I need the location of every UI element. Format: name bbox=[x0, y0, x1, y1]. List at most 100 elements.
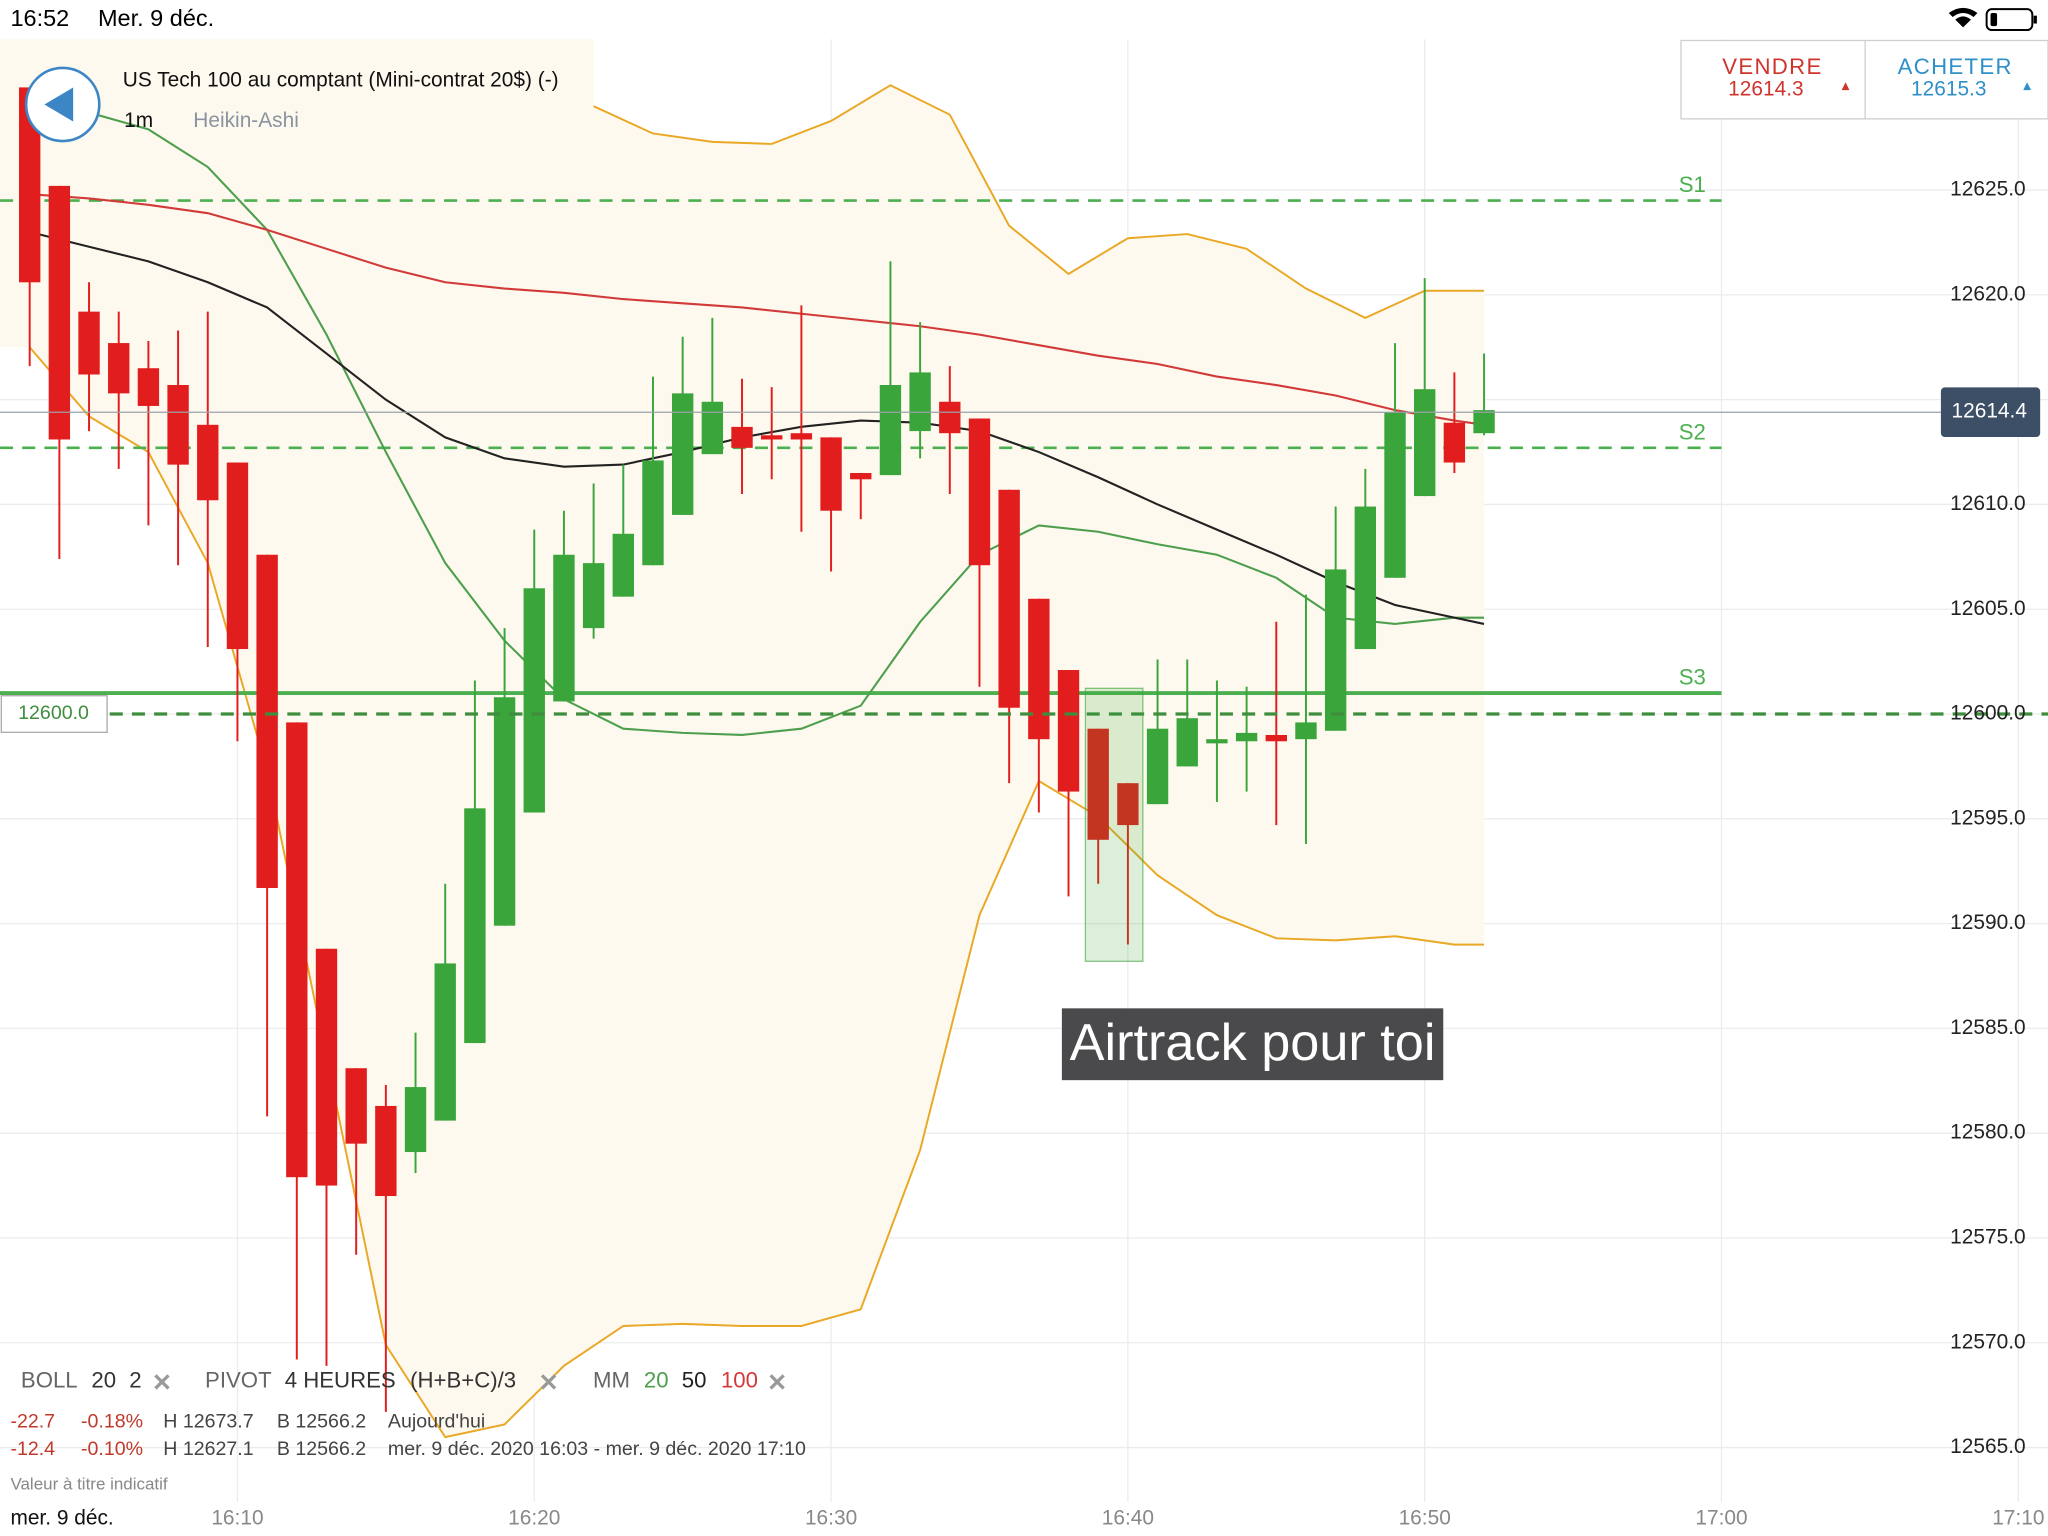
indicator-param: 2 bbox=[129, 1368, 141, 1393]
candle-body bbox=[78, 311, 100, 375]
alert-label: 12600.0 bbox=[18, 702, 89, 724]
candle-body bbox=[1028, 598, 1050, 740]
indicator-name: BOLL bbox=[21, 1368, 78, 1393]
candle-body bbox=[1354, 506, 1377, 650]
pivot-label: S3 bbox=[1679, 665, 1706, 690]
candle-body bbox=[1324, 569, 1347, 731]
candle-body bbox=[671, 393, 694, 515]
indicator-param: 20 bbox=[91, 1368, 116, 1393]
y-tick-label: 12600.0 bbox=[1950, 702, 2025, 725]
candle-body bbox=[48, 185, 71, 440]
candle-body bbox=[464, 808, 486, 1044]
x-tick-label: 16:30 bbox=[805, 1507, 857, 1530]
y-tick-label: 12625.0 bbox=[1950, 178, 2025, 201]
y-tick-label: 12595.0 bbox=[1950, 806, 2025, 829]
wifi-icon bbox=[1948, 7, 1978, 28]
x-tick-label: 16:40 bbox=[1102, 1507, 1154, 1530]
candle-body bbox=[1384, 412, 1406, 578]
candle-body bbox=[1443, 422, 1466, 463]
stat: -12.4 bbox=[10, 1438, 55, 1460]
status-time: 16:52 bbox=[10, 5, 69, 31]
x-tick-label: 16:50 bbox=[1399, 1507, 1451, 1530]
last-price-tag bbox=[1940, 387, 2041, 438]
candle-body bbox=[226, 462, 249, 650]
candle-body bbox=[375, 1105, 397, 1197]
candle-body bbox=[1057, 670, 1080, 792]
candle-body bbox=[1146, 728, 1169, 805]
date-label: mer. 9 déc. bbox=[10, 1507, 113, 1530]
x-tick-label: 16:10 bbox=[211, 1507, 263, 1530]
buy-button[interactable]: ACHETER 12615.3 bbox=[1898, 54, 2032, 101]
y-tick-label: 12590.0 bbox=[1950, 911, 2025, 934]
candle-body bbox=[761, 435, 783, 440]
sell-price[interactable]: 12614.3 bbox=[1728, 78, 1803, 101]
selection-highlight bbox=[1084, 687, 1144, 962]
indicator-name: MM bbox=[593, 1368, 630, 1393]
buy-price[interactable]: 12615.3 bbox=[1911, 78, 1986, 101]
y-tick-label: 12585.0 bbox=[1950, 1016, 2025, 1039]
candle-body bbox=[701, 401, 724, 455]
stat: Aujourd'hui bbox=[388, 1411, 485, 1433]
candle-body bbox=[108, 343, 130, 394]
candle-body bbox=[1176, 718, 1198, 767]
buy-label[interactable]: ACHETER bbox=[1898, 54, 2013, 79]
sell-label[interactable]: VENDRE bbox=[1722, 54, 1822, 79]
candle-body bbox=[731, 426, 753, 448]
status-date: Mer. 9 déc. bbox=[98, 5, 214, 31]
candle-body bbox=[1087, 728, 1109, 840]
candle-body bbox=[434, 963, 456, 1121]
candle-body bbox=[256, 554, 278, 888]
legend-entry: 50 bbox=[682, 1368, 707, 1393]
candle-body bbox=[850, 473, 872, 480]
candle-body bbox=[998, 489, 1020, 708]
candle-body bbox=[879, 384, 902, 476]
stat: -0.10% bbox=[81, 1438, 143, 1460]
candle-body bbox=[1414, 389, 1436, 497]
stat: H 12627.1 bbox=[163, 1438, 253, 1460]
candle-body bbox=[909, 372, 931, 432]
indicator-param: 4 HEURES bbox=[285, 1368, 396, 1393]
candle-body bbox=[939, 401, 961, 434]
candle-body bbox=[1235, 732, 1258, 742]
y-tick-label: 12580.0 bbox=[1950, 1121, 2025, 1144]
y-tick-label: 12620.0 bbox=[1950, 282, 2025, 305]
stat: H 12673.7 bbox=[163, 1411, 253, 1433]
candle-body bbox=[1117, 783, 1139, 826]
remove-indicator[interactable] bbox=[540, 1374, 557, 1390]
candle-body bbox=[493, 697, 516, 926]
timeframe[interactable]: 1m bbox=[124, 109, 153, 132]
back-button[interactable] bbox=[24, 66, 101, 143]
y-tick-label: 12570.0 bbox=[1950, 1330, 2025, 1353]
x-tick-label: 17:10 bbox=[1992, 1507, 2044, 1530]
date-label-bg bbox=[0, 1503, 131, 1536]
chart-style[interactable]: Heikin-Ashi bbox=[193, 109, 299, 132]
candle-body bbox=[286, 722, 308, 1178]
legend-entry: 100 bbox=[721, 1368, 758, 1393]
pivot-label: S2 bbox=[1679, 419, 1706, 444]
disclaimer: Valeur à titre indicatif bbox=[10, 1475, 167, 1494]
y-tick-label: 12605.0 bbox=[1950, 597, 2025, 620]
candle-body bbox=[968, 418, 991, 566]
remove-indicator[interactable] bbox=[154, 1374, 170, 1390]
candle-body bbox=[1206, 739, 1228, 744]
y-tick-label: 12565.0 bbox=[1950, 1435, 2025, 1458]
remove-indicator[interactable] bbox=[769, 1374, 785, 1390]
annotation-box bbox=[1061, 1008, 1444, 1081]
candle-body bbox=[1265, 734, 1287, 742]
candle-body bbox=[404, 1087, 427, 1153]
candle-body bbox=[315, 948, 338, 1186]
sell-button[interactable]: VENDRE 12614.3 bbox=[1722, 54, 1850, 101]
indicator-name: PIVOT bbox=[205, 1368, 272, 1393]
candle-body bbox=[642, 460, 664, 566]
battery-icon bbox=[1985, 8, 2037, 32]
pivot-label: S1 bbox=[1679, 172, 1706, 197]
candle-body bbox=[197, 424, 219, 501]
y-tick-label: 12610.0 bbox=[1950, 492, 2025, 515]
candle-body bbox=[523, 588, 545, 813]
moving-average bbox=[29, 107, 1485, 737]
candle-body bbox=[820, 437, 842, 511]
legend-entry: 20 bbox=[644, 1368, 669, 1393]
stat: B 12566.2 bbox=[277, 1411, 366, 1433]
